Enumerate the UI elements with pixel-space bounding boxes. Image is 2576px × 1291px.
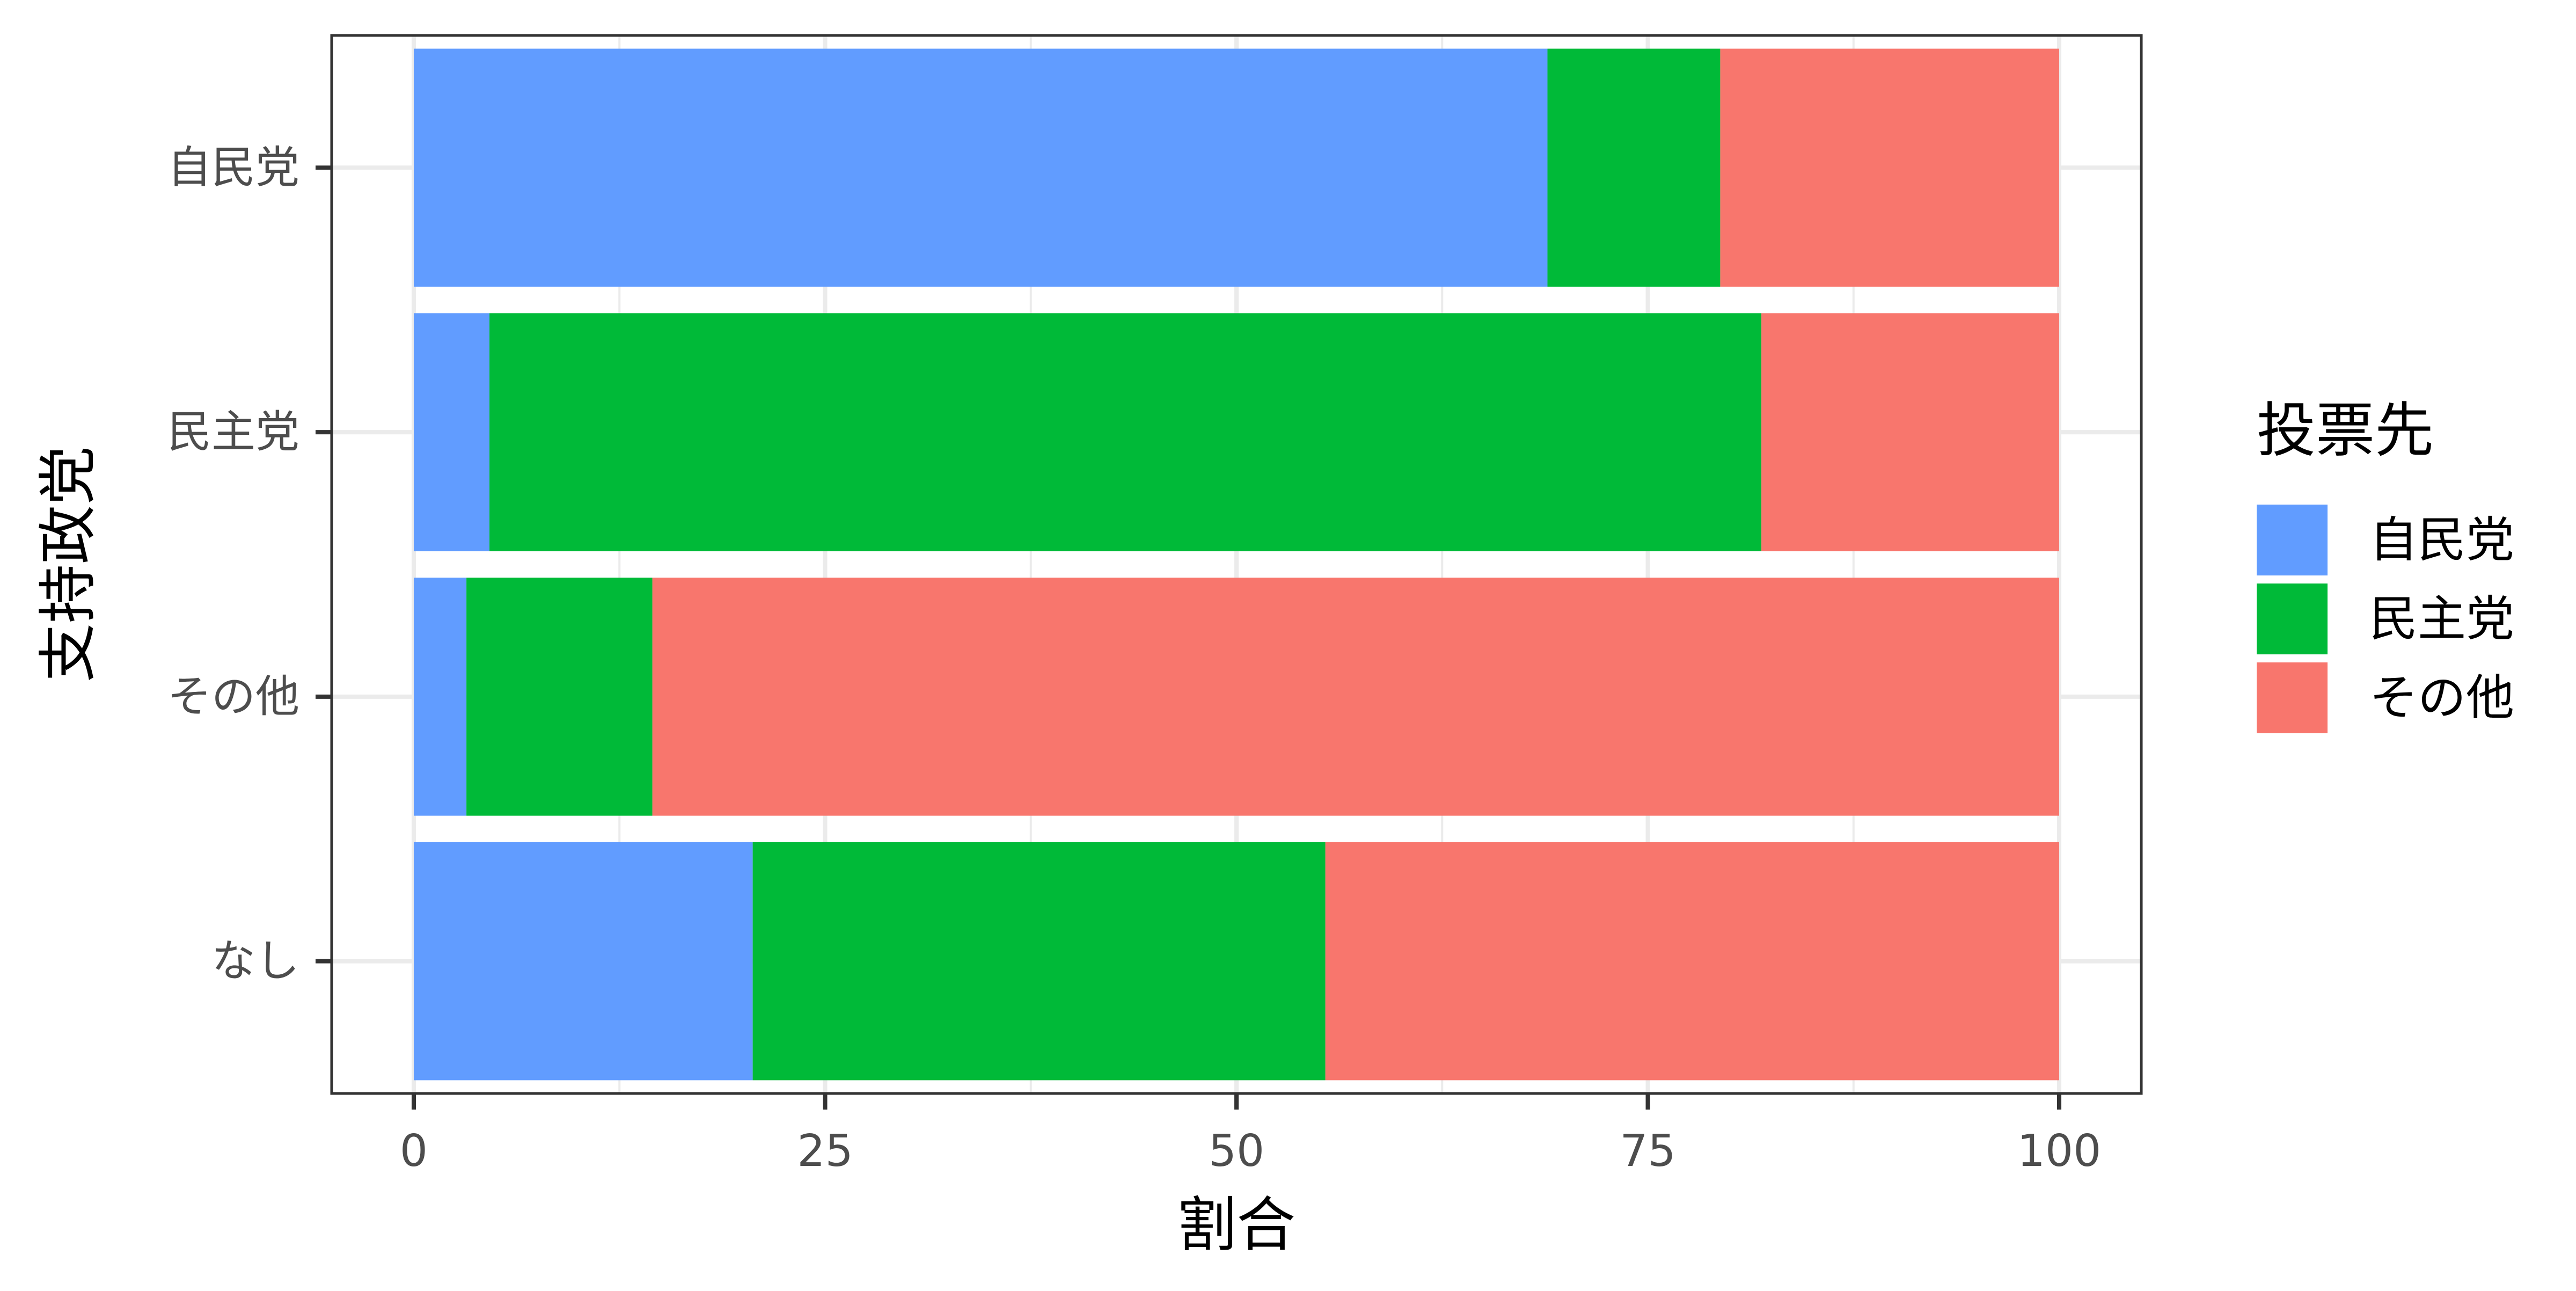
bar-segment: [1325, 842, 2060, 1081]
y-tick-label: その他: [167, 671, 299, 722]
legend-key: [2257, 505, 2328, 575]
bar-segment: [413, 48, 1548, 287]
x-axis-title: 割合: [1177, 1191, 1296, 1259]
legend-label: 自民党: [2369, 512, 2514, 568]
bar-segment: [466, 578, 653, 816]
legend-key: [2257, 583, 2328, 654]
bar-segment: [1720, 48, 2060, 287]
x-tick-label: 0: [400, 1126, 428, 1177]
x-tick-label: 25: [797, 1126, 853, 1177]
bar-segment: [1547, 48, 1721, 287]
x-tick-label: 100: [2017, 1126, 2102, 1177]
bar-segment: [652, 578, 2060, 816]
legend-key: [2257, 662, 2328, 733]
x-tick-label: 50: [1209, 1126, 1264, 1177]
x-axis: 0 25 50 75 100: [400, 1093, 2101, 1177]
bar-segment: [1761, 313, 2060, 551]
bar-segment: [752, 842, 1326, 1081]
legend-label: 民主党: [2369, 591, 2514, 647]
bars: [413, 48, 2060, 1081]
bar-segment: [489, 313, 1762, 551]
y-tick-label: なし: [211, 936, 299, 987]
y-tick-label: 民主党: [167, 407, 299, 458]
bar-segment: [413, 578, 467, 816]
bar-segment: [413, 313, 490, 551]
y-tick-label: 自民党: [167, 142, 299, 193]
x-tick-label: 75: [1620, 1126, 1675, 1177]
bar-segment: [413, 842, 753, 1081]
legend-title: 投票先: [2257, 396, 2434, 465]
y-axis-title: 支持政党: [34, 446, 103, 682]
legend-label: その他: [2369, 670, 2514, 726]
